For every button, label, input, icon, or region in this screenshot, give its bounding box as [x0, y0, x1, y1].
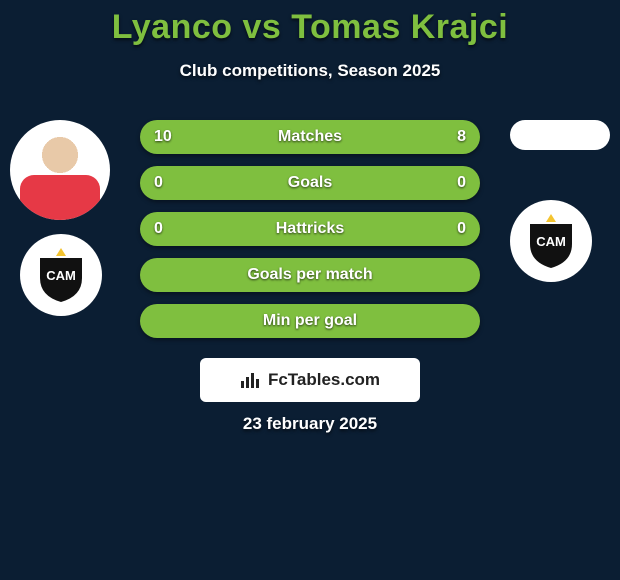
stat-right-value: 0 [457, 174, 466, 192]
stat-row: Min per goal [140, 304, 480, 338]
left-player-column: CAM [10, 120, 110, 316]
date-text: 23 february 2025 [0, 414, 620, 434]
stat-left-value: 0 [154, 220, 163, 238]
stat-label: Matches [140, 128, 480, 146]
page-title: Lyanco vs Tomas Krajci [0, 0, 620, 47]
stat-row: 0 Hattricks 0 [140, 212, 480, 246]
stat-right-value: 8 [457, 128, 466, 146]
player-photo-placeholder [10, 120, 110, 220]
stat-label: Goals per match [140, 266, 480, 284]
stat-label: Goals [140, 174, 480, 192]
stat-left-value: 10 [154, 128, 172, 146]
stat-row: Goals per match [140, 258, 480, 292]
right-player-avatar-placeholder [510, 120, 610, 150]
stat-right-value: 0 [457, 220, 466, 238]
left-player-avatar [10, 120, 110, 220]
chart-bars-icon [240, 371, 262, 389]
right-player-column: CAM [510, 120, 610, 282]
brand-text: FcTables.com [268, 370, 380, 390]
stats-list: 10 Matches 8 0 Goals 0 0 Hattricks 0 Goa… [140, 120, 480, 350]
stat-row: 10 Matches 8 [140, 120, 480, 154]
stat-left-value: 0 [154, 174, 163, 192]
page-subtitle: Club competitions, Season 2025 [0, 61, 620, 81]
stat-label: Hattricks [140, 220, 480, 238]
comparison-card: Lyanco vs Tomas Krajci Club competitions… [0, 0, 620, 580]
svg-text:CAM: CAM [46, 268, 76, 283]
brand-badge[interactable]: FcTables.com [200, 358, 420, 402]
stat-label: Min per goal [140, 312, 480, 330]
left-club-badge: CAM [20, 234, 102, 316]
right-club-badge: CAM [510, 200, 592, 282]
stat-row: 0 Goals 0 [140, 166, 480, 200]
shield-icon: CAM [30, 244, 92, 306]
shield-icon: CAM [520, 210, 582, 272]
svg-text:CAM: CAM [536, 234, 566, 249]
